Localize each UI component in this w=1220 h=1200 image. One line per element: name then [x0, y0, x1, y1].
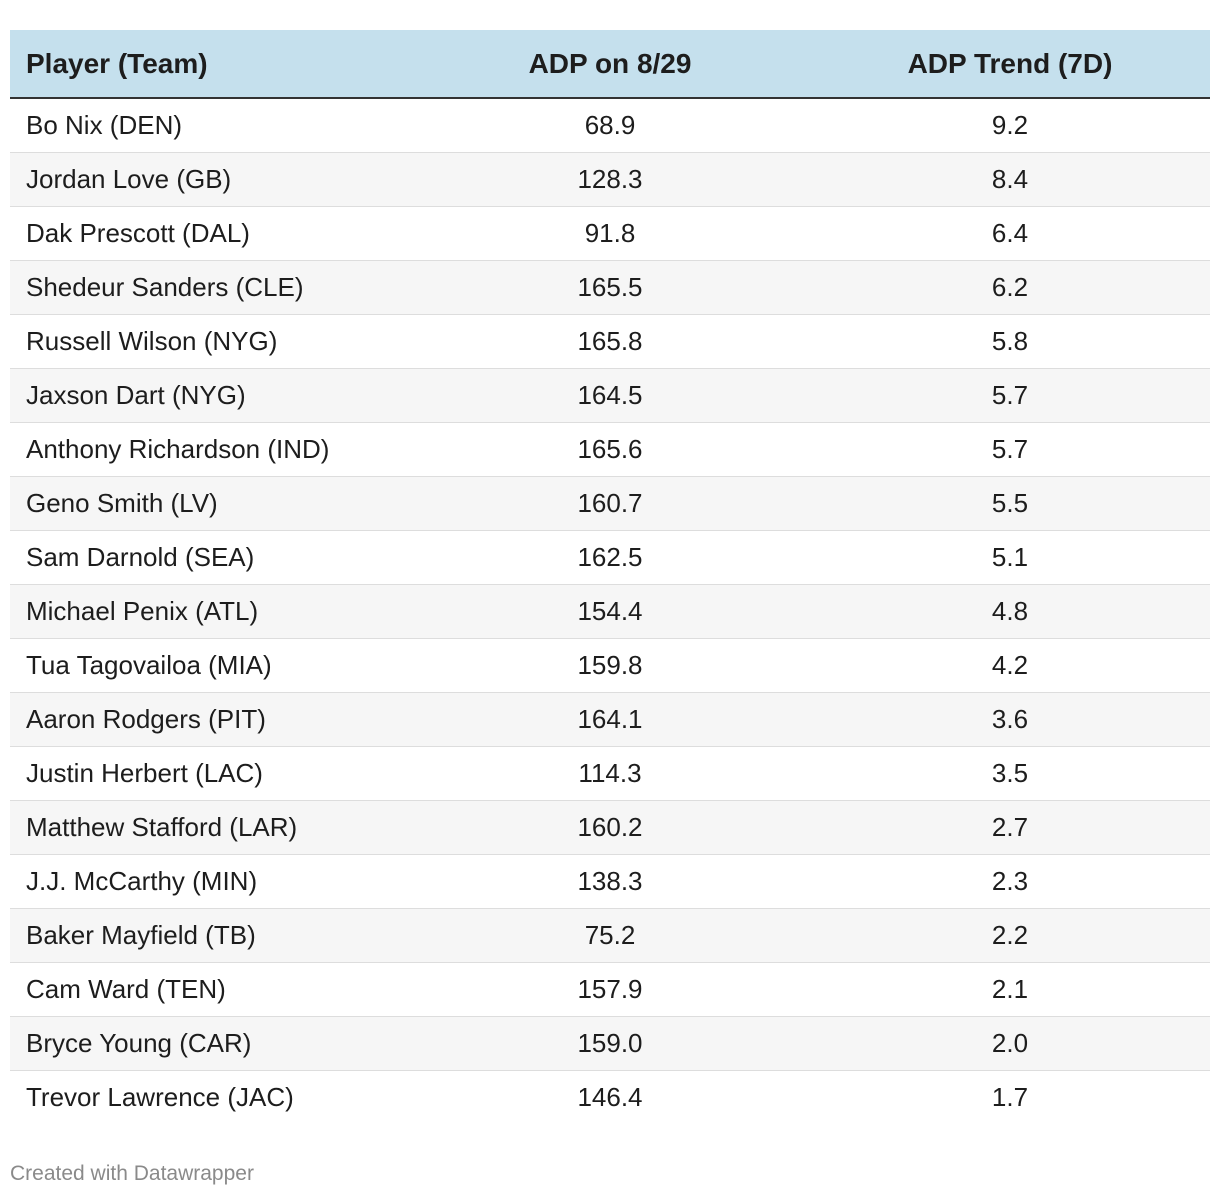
- player-cell: Sam Darnold (SEA): [10, 530, 410, 585]
- trend-cell: 1.7: [810, 1070, 1210, 1124]
- table-row: Matthew Stafford (LAR) 160.2 2.7: [10, 800, 1210, 855]
- table-row: Justin Herbert (LAC) 114.3 3.5: [10, 746, 1210, 801]
- player-cell: Anthony Richardson (IND): [10, 422, 410, 477]
- trend-cell: 6.2: [810, 260, 1210, 315]
- player-cell: Michael Penix (ATL): [10, 584, 410, 639]
- datawrapper-credit: Created with Datawrapper: [10, 1162, 254, 1185]
- player-cell: Trevor Lawrence (JAC): [10, 1070, 410, 1124]
- trend-cell: 3.6: [810, 692, 1210, 747]
- adp-cell: 165.6: [410, 422, 810, 477]
- table-row: Bryce Young (CAR) 159.0 2.0: [10, 1016, 1210, 1071]
- trend-cell: 2.1: [810, 962, 1210, 1017]
- player-cell: Justin Herbert (LAC): [10, 746, 410, 801]
- table-row: J.J. McCarthy (MIN) 138.3 2.3: [10, 854, 1210, 909]
- table-row: Bo Nix (DEN) 68.9 9.2: [10, 98, 1210, 153]
- table-header: Player (Team) ADP on 8/29 ADP Trend (7D): [10, 30, 1210, 99]
- adp-cell: 165.5: [410, 260, 810, 315]
- adp-cell: 138.3: [410, 854, 810, 909]
- header-row: Player (Team) ADP on 8/29 ADP Trend (7D): [10, 30, 1210, 99]
- column-header-adp[interactable]: ADP on 8/29: [410, 30, 810, 99]
- trend-cell: 2.7: [810, 800, 1210, 855]
- trend-cell: 3.5: [810, 746, 1210, 801]
- player-cell: Baker Mayfield (TB): [10, 908, 410, 963]
- table-row: Russell Wilson (NYG) 165.8 5.8: [10, 314, 1210, 369]
- trend-cell: 5.7: [810, 368, 1210, 423]
- trend-cell: 4.8: [810, 584, 1210, 639]
- player-cell: Matthew Stafford (LAR): [10, 800, 410, 855]
- adp-cell: 68.9: [410, 98, 810, 153]
- player-cell: Shedeur Sanders (CLE): [10, 260, 410, 315]
- player-cell: Jaxson Dart (NYG): [10, 368, 410, 423]
- trend-cell: 8.4: [810, 152, 1210, 207]
- adp-cell: 159.0: [410, 1016, 810, 1071]
- table-row: Baker Mayfield (TB) 75.2 2.2: [10, 908, 1210, 963]
- trend-cell: 2.3: [810, 854, 1210, 909]
- adp-cell: 162.5: [410, 530, 810, 585]
- player-cell: Russell Wilson (NYG): [10, 314, 410, 369]
- adp-cell: 91.8: [410, 206, 810, 261]
- table-row: Dak Prescott (DAL) 91.8 6.4: [10, 206, 1210, 261]
- adp-cell: 128.3: [410, 152, 810, 207]
- player-cell: Cam Ward (TEN): [10, 962, 410, 1017]
- table-body: Bo Nix (DEN) 68.9 9.2 Jordan Love (GB) 128.3…: [10, 98, 1210, 1124]
- table-row: Aaron Rodgers (PIT) 164.1 3.6: [10, 692, 1210, 747]
- table-row: Anthony Richardson (IND) 165.6 5.7: [10, 422, 1210, 477]
- table-row: Sam Darnold (SEA) 162.5 5.1: [10, 530, 1210, 585]
- adp-cell: 160.7: [410, 476, 810, 531]
- trend-cell: 5.8: [810, 314, 1210, 369]
- table-row: Jaxson Dart (NYG) 164.5 5.7: [10, 368, 1210, 423]
- trend-cell: 2.0: [810, 1016, 1210, 1071]
- adp-cell: 114.3: [410, 746, 810, 801]
- table-row: Trevor Lawrence (JAC) 146.4 1.7: [10, 1070, 1210, 1124]
- column-header-player[interactable]: Player (Team): [10, 30, 410, 99]
- player-cell: Dak Prescott (DAL): [10, 206, 410, 261]
- trend-cell: 5.5: [810, 476, 1210, 531]
- trend-cell: 6.4: [810, 206, 1210, 261]
- table-row: Tua Tagovailoa (MIA) 159.8 4.2: [10, 638, 1210, 693]
- adp-cell: 154.4: [410, 584, 810, 639]
- trend-cell: 5.7: [810, 422, 1210, 477]
- table-row: Jordan Love (GB) 128.3 8.4: [10, 152, 1210, 207]
- trend-cell: 2.2: [810, 908, 1210, 963]
- adp-cell: 164.5: [410, 368, 810, 423]
- adp-cell: 165.8: [410, 314, 810, 369]
- player-cell: Tua Tagovailoa (MIA): [10, 638, 410, 693]
- player-cell: Geno Smith (LV): [10, 476, 410, 531]
- trend-cell: 9.2: [810, 98, 1210, 153]
- adp-table: Player (Team) ADP on 8/29 ADP Trend (7D)…: [10, 30, 1210, 1124]
- player-cell: Jordan Love (GB): [10, 152, 410, 207]
- table-row: Shedeur Sanders (CLE) 165.5 6.2: [10, 260, 1210, 315]
- table-row: Geno Smith (LV) 160.7 5.5: [10, 476, 1210, 531]
- player-cell: Bryce Young (CAR): [10, 1016, 410, 1071]
- adp-cell: 157.9: [410, 962, 810, 1017]
- adp-cell: 159.8: [410, 638, 810, 693]
- player-cell: Bo Nix (DEN): [10, 98, 410, 153]
- column-header-trend[interactable]: ADP Trend (7D): [810, 30, 1210, 99]
- table-row: Cam Ward (TEN) 157.9 2.1: [10, 962, 1210, 1017]
- adp-cell: 160.2: [410, 800, 810, 855]
- adp-cell: 75.2: [410, 908, 810, 963]
- table-row: Michael Penix (ATL) 154.4 4.8: [10, 584, 1210, 639]
- adp-cell: 146.4: [410, 1070, 810, 1124]
- adp-cell: 164.1: [410, 692, 810, 747]
- trend-cell: 5.1: [810, 530, 1210, 585]
- player-cell: Aaron Rodgers (PIT): [10, 692, 410, 747]
- data-table-container: Player (Team) ADP on 8/29 ADP Trend (7D)…: [10, 30, 1210, 1124]
- trend-cell: 4.2: [810, 638, 1210, 693]
- player-cell: J.J. McCarthy (MIN): [10, 854, 410, 909]
